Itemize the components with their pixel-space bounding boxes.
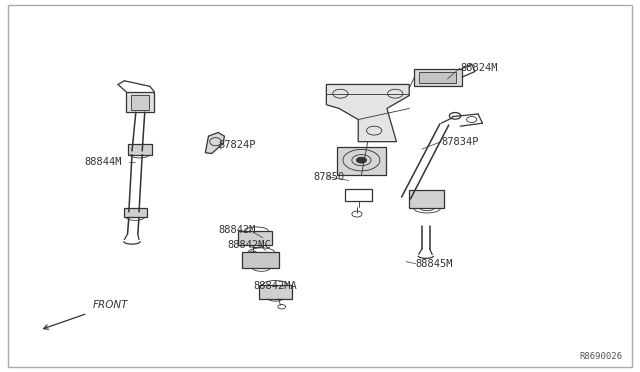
Text: 88824M: 88824M [460, 63, 498, 73]
Text: R8690026: R8690026 [580, 352, 623, 361]
Bar [259, 285, 292, 299]
Text: 88842MA: 88842MA [253, 281, 297, 291]
Circle shape [356, 157, 367, 163]
Bar [414, 68, 462, 86]
Bar [124, 208, 147, 217]
Bar [409, 190, 444, 208]
Polygon shape [326, 84, 409, 142]
Bar [337, 147, 386, 175]
Text: 88842MC: 88842MC [228, 240, 271, 250]
Bar [127, 144, 152, 155]
Bar [126, 92, 154, 112]
Bar [131, 95, 149, 110]
Text: 87834P: 87834P [441, 137, 479, 147]
Text: 88842M: 88842M [218, 225, 255, 235]
Text: FRONT: FRONT [93, 301, 128, 310]
Text: 87850: 87850 [314, 172, 345, 182]
Text: 88845M: 88845M [415, 259, 453, 269]
Bar [346, 189, 372, 201]
Bar [239, 231, 271, 245]
Text: 88844M: 88844M [84, 157, 122, 167]
Bar [243, 253, 279, 268]
Text: 87824P: 87824P [218, 140, 255, 150]
Bar [419, 71, 456, 83]
Polygon shape [205, 132, 225, 154]
